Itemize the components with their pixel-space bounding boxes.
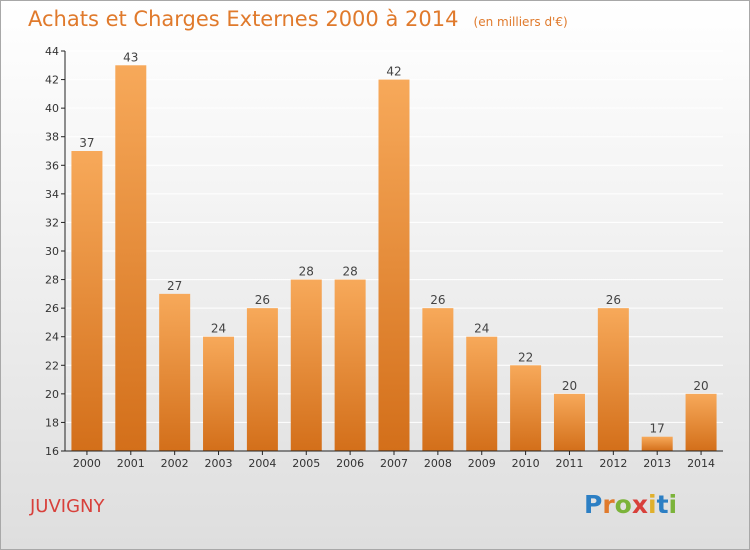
bar-2001 bbox=[115, 65, 147, 452]
x-tick-label: 2012 bbox=[599, 457, 627, 470]
logo-letter: r bbox=[602, 490, 615, 519]
labels: 16 18 20 22 24 26 28 30 32 34 36 38 40 42 44 37 2000 43 20… bbox=[45, 45, 715, 470]
chart-title: Achats et Charges Externes 2000 à 2014 (… bbox=[28, 7, 568, 31]
y-tick-label: 42 bbox=[45, 74, 59, 87]
y-tick-label: 32 bbox=[45, 216, 59, 229]
bar-2002 bbox=[159, 293, 191, 451]
x-tick-label: 2006 bbox=[336, 457, 364, 470]
bar-value-label: 20 bbox=[562, 379, 577, 393]
bar-value-label: 24 bbox=[474, 322, 489, 336]
bar-value-label: 28 bbox=[299, 265, 314, 279]
y-tick-label: 36 bbox=[45, 159, 59, 172]
bar-2014 bbox=[685, 393, 717, 451]
logo-letter: t bbox=[656, 490, 669, 519]
y-tick-label: 34 bbox=[45, 188, 59, 201]
bar-2004 bbox=[246, 308, 278, 451]
chart-title-main: Achats et Charges Externes 2000 à 2014 bbox=[28, 7, 459, 31]
y-tick-label: 28 bbox=[45, 274, 59, 287]
x-tick-label: 2004 bbox=[248, 457, 276, 470]
bar-value-label: 26 bbox=[255, 293, 270, 307]
axes bbox=[61, 50, 723, 455]
x-tick-label: 2002 bbox=[161, 457, 189, 470]
y-tick-label: 24 bbox=[45, 331, 59, 344]
x-tick-label: 2011 bbox=[555, 457, 583, 470]
bar-2011 bbox=[553, 393, 585, 451]
bar-value-label: 26 bbox=[606, 293, 621, 307]
y-tick-label: 30 bbox=[45, 245, 59, 258]
bars bbox=[71, 65, 717, 452]
x-tick-label: 2008 bbox=[424, 457, 452, 470]
bar-value-label: 43 bbox=[123, 50, 138, 64]
chart-title-unit: (en milliers d'€) bbox=[473, 15, 568, 29]
x-tick-label: 2010 bbox=[512, 457, 540, 470]
commune-name: JUVIGNY bbox=[30, 496, 105, 517]
y-tick-label: 40 bbox=[45, 102, 59, 115]
bar-2009 bbox=[466, 336, 498, 451]
bar-value-label: 17 bbox=[650, 422, 665, 436]
bar-value-label: 28 bbox=[342, 265, 357, 279]
bar-value-label: 37 bbox=[79, 136, 94, 150]
x-tick-label: 2014 bbox=[687, 457, 715, 470]
logo-letter: P bbox=[584, 490, 603, 519]
bar-value-label: 22 bbox=[518, 350, 533, 364]
y-tick-label: 18 bbox=[45, 416, 59, 429]
bar-2006 bbox=[334, 279, 366, 451]
bar-2013 bbox=[641, 436, 673, 451]
bar-2010 bbox=[510, 365, 542, 451]
x-tick-label: 2009 bbox=[468, 457, 496, 470]
bar-2008 bbox=[422, 308, 454, 451]
bar-value-label: 24 bbox=[211, 322, 226, 336]
bar-value-label: 27 bbox=[167, 279, 182, 293]
x-tick-label: 2001 bbox=[117, 457, 145, 470]
logo-letter: o bbox=[614, 490, 632, 519]
bar-2000 bbox=[71, 151, 103, 451]
bar-2005 bbox=[290, 279, 322, 451]
bar-value-label: 20 bbox=[693, 379, 708, 393]
bar-2007 bbox=[378, 79, 410, 452]
x-tick-label: 2003 bbox=[205, 457, 233, 470]
y-tick-label: 44 bbox=[45, 45, 59, 58]
logo-letter: i bbox=[648, 490, 657, 519]
x-tick-label: 2000 bbox=[73, 457, 101, 470]
bar-2012 bbox=[597, 308, 629, 451]
y-tick-label: 16 bbox=[45, 445, 59, 458]
y-tick-label: 22 bbox=[45, 359, 59, 372]
logo-letter: i bbox=[668, 490, 678, 519]
y-tick-label: 20 bbox=[45, 388, 59, 401]
bar-2003 bbox=[203, 336, 235, 451]
x-tick-label: 2005 bbox=[292, 457, 320, 470]
y-tick-label: 38 bbox=[45, 131, 59, 144]
bar-value-label: 42 bbox=[386, 65, 401, 79]
logo-letter: x bbox=[631, 490, 648, 519]
bar-value-label: 26 bbox=[430, 293, 445, 307]
x-tick-label: 2007 bbox=[380, 457, 408, 470]
y-tick-label: 26 bbox=[45, 302, 59, 315]
x-tick-label: 2013 bbox=[643, 457, 671, 470]
proxiti-logo: Proxiti bbox=[584, 490, 677, 519]
